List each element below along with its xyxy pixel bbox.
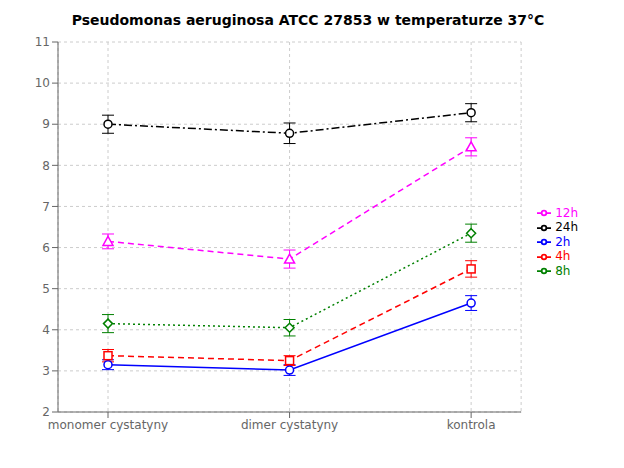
html-text:4h: 4h	[555, 249, 571, 264]
svg-text:2: 2	[42, 405, 50, 419]
html-text:12h: 12h	[555, 205, 578, 220]
svg-text:9: 9	[42, 117, 50, 131]
svg-text:kontrola: kontrola	[447, 418, 496, 432]
svg-text:5: 5	[42, 282, 50, 296]
html-text:24h: 24h	[555, 220, 578, 235]
svg-text:10: 10	[35, 76, 50, 90]
svg-text:11: 11	[35, 35, 50, 49]
svg-text:7: 7	[42, 200, 50, 214]
svg-text:monomer cystatyny: monomer cystatyny	[48, 418, 168, 432]
svg-text:4: 4	[42, 323, 50, 337]
svg-text:8: 8	[42, 159, 50, 173]
svg-text:6: 6	[42, 241, 50, 255]
html-text:2h: 2h	[555, 234, 571, 249]
svg-text:dimer cystatyny: dimer cystatyny	[241, 418, 338, 432]
html-text:8h: 8h	[555, 263, 571, 278]
html-text:Pseudomonas aeruginosa ATCC 27: Pseudomonas aeruginosa ATCC 27853 w temp…	[71, 12, 545, 28]
svg-text:3: 3	[42, 364, 50, 378]
